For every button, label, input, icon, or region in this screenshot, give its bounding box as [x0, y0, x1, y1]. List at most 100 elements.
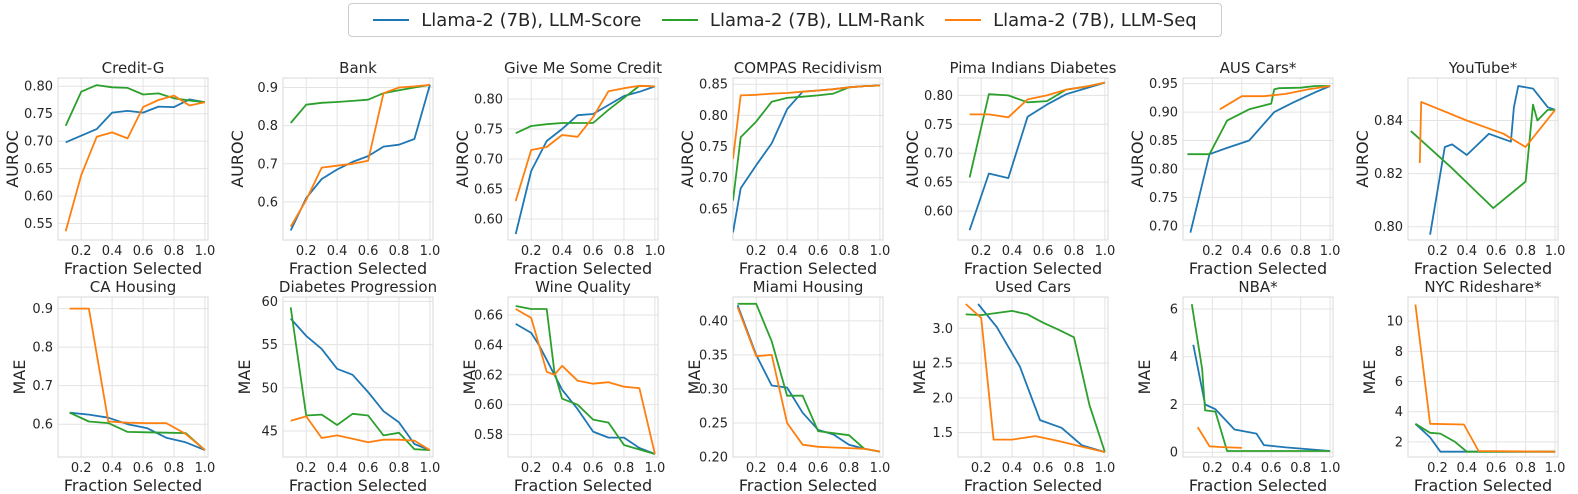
panel-title: NYC Rideshare* — [1424, 278, 1542, 296]
y-axis-label: MAE — [10, 360, 29, 395]
series-line-llama-2-7b-llm-rank — [515, 305, 656, 455]
plot-frame — [732, 296, 884, 458]
x-tick-label: 0.8 — [1290, 461, 1311, 476]
x-tick-label: 0.8 — [1515, 461, 1536, 476]
y-axis-label: MAE — [235, 360, 254, 395]
series-line-llama-2-7b-llm-rank — [1190, 304, 1331, 452]
y-tick-label: 50 — [261, 381, 278, 396]
y-tick-label: 0.65 — [699, 202, 728, 217]
x-tick-label: 0.2 — [521, 461, 542, 476]
plot-frame — [282, 77, 434, 241]
x-axis-label: Fraction Selected — [514, 476, 652, 494]
x-tick-label: 0.4 — [777, 461, 798, 476]
y-tick-label: 0.70 — [699, 171, 728, 186]
y-tick-label: 0 — [1170, 446, 1178, 461]
y-tick-label: 0.70 — [924, 147, 953, 162]
x-tick-label: 0.2 — [296, 461, 317, 476]
plot-frame — [1407, 77, 1559, 241]
x-tick-label: 1.0 — [420, 244, 441, 259]
x-tick-label: 0.2 — [71, 461, 92, 476]
panel-nba: 0.2 0.4 0.6 0.8 1.0 0 2 4 6 Fraction Selected MAE N… — [1135, 278, 1340, 494]
y-tick-label: 1.5 — [932, 426, 953, 441]
legend-swatch-llm-rank — [661, 19, 698, 21]
y-tick-label: 0.75 — [924, 118, 953, 133]
y-tick-label: 4 — [1170, 350, 1178, 365]
y-axis-label: AUROC — [903, 130, 922, 188]
y-tick-label: 0.62 — [474, 368, 503, 383]
x-tick-label: 0.2 — [1202, 244, 1223, 259]
y-tick-label: 0.80 — [1149, 162, 1178, 177]
series-line-llama-2-7b-llm-score — [736, 304, 881, 453]
series-line-llama-2-7b-llm-rank — [515, 84, 655, 135]
x-tick-label: 0.8 — [839, 244, 860, 259]
panel-give-me-some-credit: 0.2 0.4 0.6 0.8 1.0 0.60 0.65 0.70 0.75 0.80 Fract… — [453, 59, 665, 278]
x-tick-label: 0.6 — [1261, 461, 1282, 476]
x-tick-label: 0.2 — [1427, 244, 1448, 259]
series-line-llama-2-7b-llm-score — [290, 317, 431, 451]
x-tick-label: 0.8 — [389, 461, 410, 476]
panel-compas-recidivism: 0.2 0.4 0.6 0.8 1.0 0.65 0.70 0.75 0.80 0.85 Fract… — [678, 59, 890, 278]
y-tick-label: 0.80 — [24, 80, 53, 95]
series-line-llama-2-7b-llm-score — [515, 323, 656, 455]
y-tick-label: 0.40 — [699, 314, 728, 329]
panel-title: NBA* — [1238, 278, 1278, 296]
x-tick-label: 0.6 — [1261, 244, 1282, 259]
y-tick-label: 0.55 — [24, 217, 53, 232]
plot-frame — [507, 77, 659, 241]
x-tick-label: 1.0 — [1320, 461, 1341, 476]
plot-frame — [732, 77, 884, 241]
x-tick-label: 0.6 — [1033, 461, 1054, 476]
y-tick-label: 0.75 — [1149, 191, 1178, 206]
panel-title: Pima Indians Diabetes — [950, 59, 1117, 77]
x-axis-label: Fraction Selected — [739, 259, 877, 278]
x-tick-label: 0.2 — [1427, 461, 1448, 476]
x-axis-label: Fraction Selected — [1414, 259, 1552, 278]
series-line-llama-2-7b-llm-seq — [1414, 304, 1556, 453]
x-tick-label: 0.2 — [746, 244, 767, 259]
x-tick-label: 0.4 — [327, 244, 348, 259]
x-tick-label: 0.4 — [1456, 244, 1477, 259]
x-tick-label: 0.4 — [552, 461, 573, 476]
series-line-llama-2-7b-llm-score — [1429, 85, 1556, 235]
x-tick-label: 0.4 — [102, 244, 123, 259]
x-tick-label: 0.6 — [583, 244, 604, 259]
y-tick-label: 0.95 — [1149, 77, 1178, 92]
series-line-llama-2-7b-llm-seq — [1219, 85, 1331, 111]
y-axis-label: AUROC — [3, 130, 22, 188]
x-tick-label: 1.0 — [420, 461, 441, 476]
y-tick-label: 0.60 — [474, 213, 503, 228]
x-tick-label: 0.8 — [1064, 244, 1085, 259]
legend-label-llm-rank: Llama-2 (7B), LLM-Rank — [709, 9, 925, 31]
series-line-llama-2-7b-llm-seq — [514, 84, 655, 202]
panel-diabetes-progression: 0.2 0.4 0.6 0.8 1.0 45 50 55 60 Fraction Selected… — [235, 278, 440, 494]
x-tick-label: 0.6 — [1486, 461, 1507, 476]
panel-miami-housing: 0.2 0.4 0.6 0.8 1.0 0.20 0.25 0.30 0.35 0.40 Fract… — [685, 278, 890, 494]
x-tick-label: 0.6 — [133, 244, 154, 259]
y-tick-label: 2.0 — [932, 391, 953, 406]
x-axis-label: Fraction Selected — [64, 476, 202, 494]
y-axis-label: AUROC — [1128, 130, 1147, 188]
series-line-llama-2-7b-llm-seq — [1418, 101, 1556, 164]
y-tick-label: 0.60 — [924, 205, 953, 220]
x-axis-label: Fraction Selected — [1189, 259, 1327, 278]
panel-nyc-rideshare: 0.2 0.4 0.6 0.8 1.0 2 4 6 8 10 Fraction Selected MA… — [1360, 278, 1565, 494]
x-tick-label: 0.4 — [1002, 461, 1023, 476]
y-tick-label: 6 — [1170, 302, 1178, 317]
x-tick-label: 0.4 — [777, 244, 798, 259]
x-tick-label: 0.8 — [164, 244, 185, 259]
y-tick-label: 2.5 — [932, 357, 953, 372]
y-axis-label: AUROC — [228, 130, 247, 188]
y-tick-label: 2 — [1395, 435, 1403, 450]
plot-frame — [1407, 296, 1559, 458]
x-tick-label: 0.8 — [389, 244, 410, 259]
y-tick-label: 0.9 — [257, 81, 278, 96]
y-axis-label: AUROC — [1353, 130, 1372, 188]
series-line-llama-2-7b-llm-score — [514, 85, 656, 235]
x-tick-label: 1.0 — [645, 461, 666, 476]
series-line-llama-2-7b-llm-score — [69, 411, 206, 451]
x-tick-label: 0.4 — [552, 244, 573, 259]
x-axis-label: Fraction Selected — [64, 259, 202, 278]
x-tick-label: 0.8 — [1515, 244, 1536, 259]
y-axis-label: MAE — [1360, 360, 1379, 395]
x-tick-label: 0.4 — [1231, 244, 1252, 259]
